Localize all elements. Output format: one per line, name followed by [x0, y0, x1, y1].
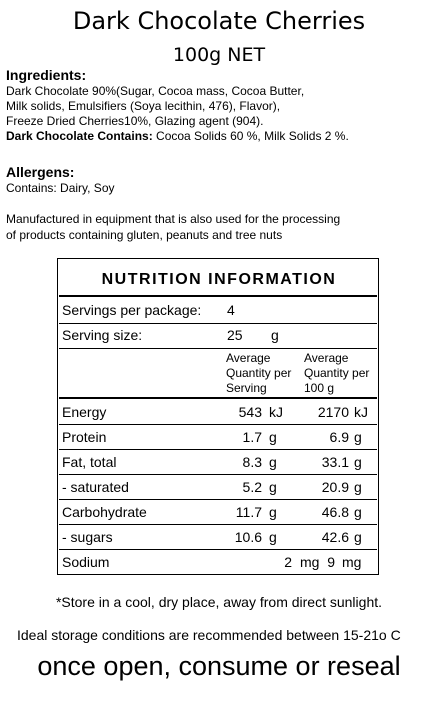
column-header-line: 100 g: [304, 381, 335, 395]
unit-per-serving: mg: [300, 554, 320, 570]
nutrition-title: NUTRITION INFORMATION: [101, 271, 337, 288]
unit-per-serving: g: [269, 429, 277, 445]
unit-per-100g: g: [354, 454, 362, 470]
unit-per-100g: mg: [342, 554, 362, 570]
unit-per-serving: g: [269, 454, 277, 470]
nutrient-name: Fat, total: [62, 454, 117, 470]
value-per-serving: 10.6: [234, 529, 262, 545]
nutrition-panel: NUTRITION INFORMATION Servings per packa…: [57, 258, 379, 575]
ingredients-list: Dark Chocolate 90%(Sugar, Cocoa mass, Co…: [6, 84, 434, 144]
chocolate-contains-label: Dark Chocolate Contains:: [6, 129, 153, 143]
manufacture-line: Manufactured in equipment that is also u…: [6, 212, 341, 226]
divider: [59, 397, 377, 399]
unit-per-serving: kJ: [269, 404, 283, 420]
value-per-serving: 1.7: [242, 429, 262, 445]
ingredients-line: Milk solids, Emulsifiers (Soya lecithin,…: [6, 99, 281, 113]
chocolate-contains: Dark Chocolate Contains: Cocoa Solids 60…: [6, 129, 434, 144]
nutrient-name: Protein: [62, 429, 107, 445]
divider: [59, 348, 377, 349]
column-header-line: Quantity per: [226, 366, 292, 380]
unit-per-100g: g: [354, 529, 362, 545]
divider: [59, 323, 377, 324]
manufacture-line: of products containing gluten, peanuts a…: [6, 228, 283, 242]
nutrient-name: Sodium: [62, 554, 110, 570]
divider: [59, 499, 377, 500]
divider: [59, 524, 377, 525]
divider: [59, 474, 377, 475]
allergens-text: Contains: Dairy, Soy: [6, 181, 115, 195]
divider: [59, 424, 377, 425]
ingredients-line: Freeze Dried Cherries10%, Glazing agent …: [6, 114, 264, 128]
column-header-per-serving: Average Quantity per Serving: [226, 351, 291, 396]
storage-note: *Store in a cool, dry place, away from d…: [55, 594, 383, 610]
serving-size-value: 25: [227, 327, 243, 343]
product-title: Dark Chocolate Cherries: [72, 7, 366, 35]
servings-value: 4: [227, 302, 235, 318]
unit-per-serving: g: [269, 529, 277, 545]
value-per-100g: 33.1: [321, 454, 349, 470]
nutrient-name: Energy: [62, 404, 107, 420]
nutrient-name: - sugars: [62, 529, 113, 545]
column-header-per-100g: Average Quantity per 100 g: [304, 351, 369, 396]
manufacture-note: Manufactured in equipment that is also u…: [6, 211, 340, 243]
serving-size-label: Serving size:: [62, 327, 143, 343]
divider: [59, 549, 377, 550]
serving-size-unit: g: [271, 327, 279, 343]
nutrient-name: - saturated: [62, 479, 129, 495]
ideal-storage: Ideal storage conditions are recommended…: [17, 627, 401, 643]
once-open-note: once open, consume or reseal: [37, 651, 401, 681]
servings-label: Servings per package:: [62, 302, 202, 318]
value-per-serving: 11.7: [235, 504, 262, 520]
value-per-100g: 9: [327, 554, 335, 570]
value-per-serving: 543: [238, 404, 262, 420]
value-per-100g: 20.9: [321, 479, 349, 495]
divider: [59, 449, 377, 450]
column-header-line: Average: [226, 351, 271, 365]
divider: [59, 295, 377, 297]
unit-per-serving: g: [269, 504, 277, 520]
value-per-100g: 46.8: [321, 504, 349, 520]
net-weight: 100g NET: [172, 44, 266, 66]
unit-per-100g: g: [354, 429, 362, 445]
unit-per-100g: g: [354, 504, 362, 520]
column-header-line: Quantity per: [304, 366, 370, 380]
unit-per-100g: kJ: [354, 404, 368, 420]
value-per-100g: 6.9: [329, 429, 349, 445]
value-per-serving: 8.3: [242, 454, 262, 470]
value-per-serving: 2: [284, 554, 292, 570]
unit-per-serving: g: [269, 479, 277, 495]
value-per-serving: 5.2: [242, 479, 262, 495]
ingredients-heading: Ingredients:: [6, 67, 87, 83]
ingredients-line: Dark Chocolate 90%(Sugar, Cocoa mass, Co…: [6, 84, 305, 98]
column-header-line: Serving: [226, 381, 267, 395]
unit-per-100g: g: [354, 479, 362, 495]
value-per-100g: 2170: [317, 404, 349, 420]
allergens-heading: Allergens:: [6, 164, 75, 180]
value-per-100g: 42.6: [321, 529, 349, 545]
column-header-line: Average: [304, 351, 349, 365]
chocolate-contains-text: Cocoa Solids 60 %, Milk Solids 2 %.: [152, 129, 349, 143]
nutrient-name: Carbohydrate: [62, 504, 147, 520]
